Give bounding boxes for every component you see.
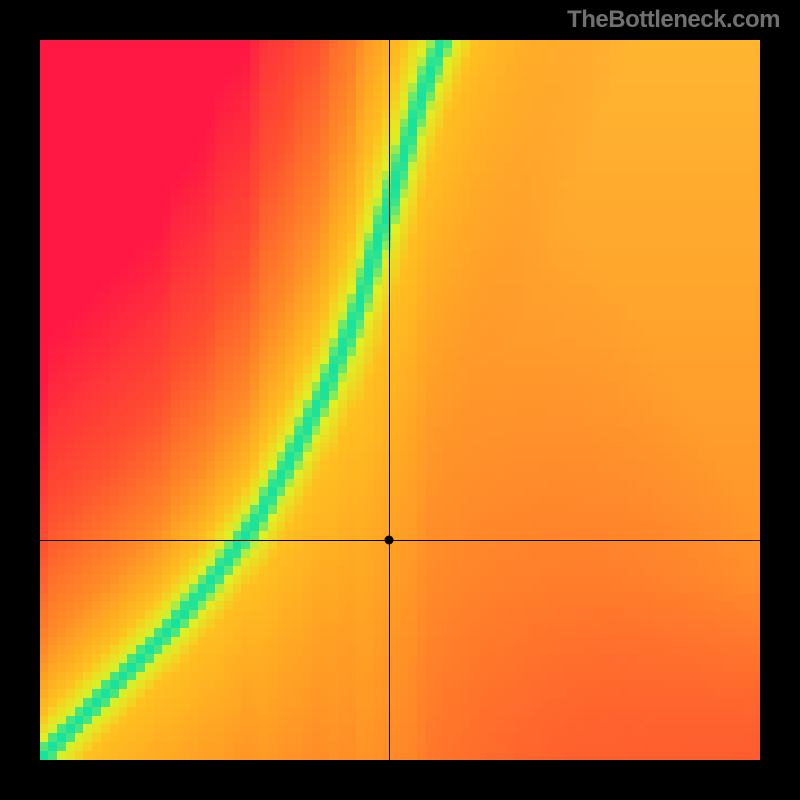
crosshair-dot [385, 536, 394, 545]
crosshair-horizontal [40, 540, 760, 541]
chart-container: TheBottleneck.com [0, 0, 800, 800]
heatmap-canvas [40, 40, 760, 760]
watermark-text: TheBottleneck.com [567, 6, 780, 34]
plot-area [40, 40, 760, 760]
crosshair-vertical [389, 40, 390, 760]
